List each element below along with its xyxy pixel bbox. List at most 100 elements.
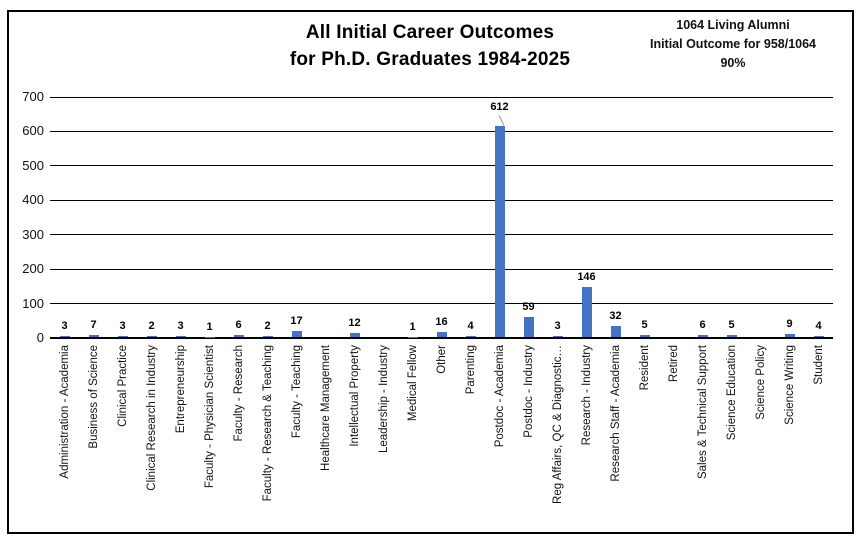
x-axis-label: Sales & Technical Support bbox=[696, 345, 709, 480]
bar-value-label: 146 bbox=[577, 270, 596, 283]
y-axis-tick-label: 400 bbox=[22, 192, 44, 208]
bar bbox=[552, 335, 563, 337]
y-axis-tick-label: 100 bbox=[22, 295, 44, 311]
bar bbox=[784, 333, 795, 337]
bar bbox=[146, 336, 157, 337]
chart-title-line1: All Initial Career Outcomes bbox=[305, 22, 555, 43]
bar-value-label: 3 bbox=[554, 319, 561, 332]
chart-title: All Initial Career Outcomes for Ph.D. Gr… bbox=[230, 19, 630, 73]
x-axis: Administration - Academia Business of Sci… bbox=[50, 345, 833, 535]
bar bbox=[262, 336, 273, 337]
gridline bbox=[50, 96, 833, 98]
bar-value-label: 7 bbox=[90, 318, 97, 331]
bar bbox=[88, 334, 99, 337]
bar bbox=[233, 334, 244, 337]
x-axis-label: Faculty - Teaching bbox=[290, 345, 303, 439]
bar bbox=[523, 316, 534, 337]
bar-value-label: 3 bbox=[61, 319, 68, 332]
bar-value-label: 612 bbox=[490, 101, 509, 114]
bar bbox=[291, 331, 302, 337]
alumni-annotation-line2: Initial Outcome for 958/1064 bbox=[649, 37, 817, 51]
x-axis-label: Science Writing bbox=[783, 345, 796, 425]
bar-value-label: 3 bbox=[177, 319, 184, 332]
bar bbox=[117, 335, 128, 337]
gridline bbox=[50, 199, 833, 201]
bar bbox=[581, 286, 592, 337]
label-leader-line bbox=[498, 115, 504, 127]
bar-value-label: 17 bbox=[290, 315, 303, 328]
bar-value-label: 2 bbox=[264, 320, 271, 333]
gridline bbox=[50, 234, 833, 236]
bar bbox=[465, 335, 476, 337]
x-axis-label: Science Education bbox=[725, 345, 738, 441]
gridline bbox=[50, 268, 833, 270]
y-axis: 0 100 200 300 400 500 600 700 bbox=[0, 90, 44, 345]
y-axis-tick-label: 0 bbox=[36, 330, 44, 345]
x-axis-label: Other bbox=[435, 345, 448, 374]
bar bbox=[349, 332, 360, 337]
x-axis-label: Research - Industry bbox=[580, 345, 593, 446]
bar-value-label: 4 bbox=[467, 319, 474, 332]
bar-value-label: 59 bbox=[522, 300, 535, 313]
x-axis-label: Clinical Research in Industry bbox=[145, 345, 158, 491]
plot-area: 3 7 3 2 3 1 6 2 17 12 1 16 4 612 59 3 146 32 5 6 5 9 4 bbox=[50, 96, 833, 339]
bar-value-label: 2 bbox=[148, 320, 155, 333]
x-axis-label: Faculty - Research bbox=[232, 345, 245, 442]
x-axis-label: Healthcare Management bbox=[319, 345, 332, 471]
bar-value-label: 16 bbox=[435, 315, 448, 328]
x-axis-label: Entrepreneurship bbox=[174, 345, 187, 434]
x-axis-label: Medical Fellow bbox=[406, 345, 419, 422]
bar bbox=[813, 335, 824, 337]
bar-value-label: 5 bbox=[728, 319, 735, 332]
x-axis-label: Student bbox=[812, 345, 825, 385]
x-axis-label: Retired bbox=[667, 345, 680, 383]
alumni-annotation-line1: 1064 Living Alumni bbox=[676, 18, 790, 32]
gridline bbox=[50, 165, 833, 167]
bar-value-label: 9 bbox=[786, 317, 793, 330]
alumni-annotation: 1064 Living Alumni Initial Outcome for 9… bbox=[613, 16, 853, 73]
y-axis-tick-label: 700 bbox=[22, 89, 44, 104]
x-axis-label: Intellectual Property bbox=[348, 345, 361, 447]
alumni-annotation-line3: 90% bbox=[720, 56, 746, 70]
gridline bbox=[50, 130, 833, 132]
x-axis-label: Faculty - Research & Teaching bbox=[261, 345, 274, 502]
bar-value-label: 1 bbox=[409, 320, 416, 333]
bar bbox=[175, 335, 186, 337]
bar bbox=[726, 335, 737, 337]
x-axis-label: Science Policy bbox=[754, 345, 767, 420]
gridline bbox=[50, 337, 833, 339]
y-axis-tick-label: 600 bbox=[22, 123, 44, 139]
chart-title-line2: for Ph.D. Graduates 1984-2025 bbox=[289, 49, 571, 70]
x-axis-label: Clinical Practice bbox=[116, 345, 129, 427]
x-axis-label: Postdoc - Industry bbox=[522, 345, 535, 438]
y-axis-tick-label: 200 bbox=[22, 261, 44, 277]
bar-value-label: 12 bbox=[348, 316, 361, 329]
x-axis-label: Faculty - Physician Scientist bbox=[203, 345, 216, 489]
bar-value-label: 5 bbox=[641, 319, 648, 332]
bar-value-label: 4 bbox=[815, 319, 822, 332]
x-axis-label: Research Staff - Academia bbox=[609, 345, 622, 482]
y-axis-tick-label: 500 bbox=[22, 157, 44, 173]
gridline bbox=[50, 303, 833, 305]
y-axis-tick-label: 300 bbox=[22, 226, 44, 242]
bar bbox=[639, 335, 650, 337]
x-axis-label: Parenting bbox=[464, 345, 477, 395]
x-axis-line bbox=[50, 337, 833, 338]
bar bbox=[436, 331, 447, 337]
x-axis-label: Business of Science bbox=[87, 345, 100, 449]
bar bbox=[494, 126, 505, 337]
x-axis-label: Reg Affairs, QC & Diagnostic… bbox=[551, 345, 564, 504]
bar-value-label: 3 bbox=[119, 319, 126, 332]
bar bbox=[697, 334, 708, 337]
bar-value-label: 6 bbox=[699, 318, 706, 331]
bar bbox=[59, 335, 70, 337]
x-axis-label: Resident bbox=[638, 345, 651, 391]
bar-value-label: 1 bbox=[206, 320, 213, 333]
bar-value-label: 6 bbox=[235, 318, 242, 331]
x-axis-label: Leadership - Industry bbox=[377, 345, 390, 454]
x-axis-label: Administration - Academia bbox=[58, 345, 71, 479]
bar-value-label: 32 bbox=[609, 309, 622, 322]
x-axis-label: Postdoc - Academia bbox=[493, 345, 506, 448]
bar bbox=[610, 325, 621, 337]
